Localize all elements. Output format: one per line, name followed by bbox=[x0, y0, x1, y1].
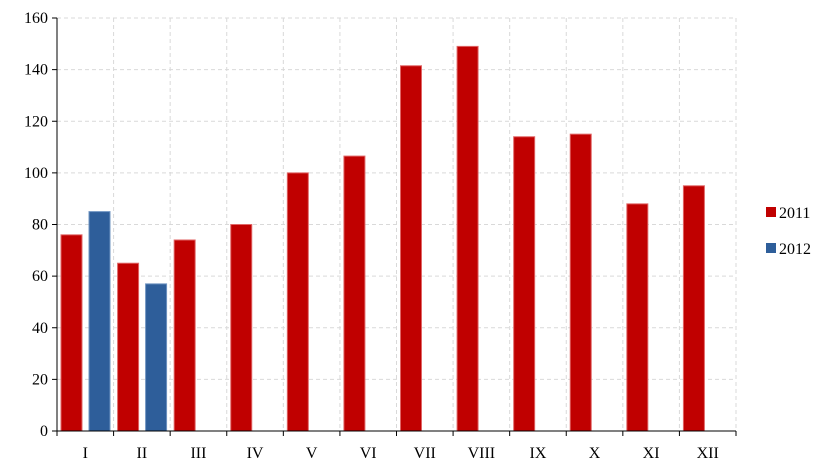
bar-2011-VI bbox=[343, 155, 366, 432]
x-tick-labels: I II III IV V VI VII VIII IX X XI XII bbox=[83, 445, 719, 462]
bar-2011-X bbox=[569, 133, 592, 432]
x-tick-label: X bbox=[589, 445, 601, 462]
bar-2011-XI bbox=[626, 203, 649, 432]
bar-2011-IX bbox=[513, 136, 536, 432]
grid-lines bbox=[57, 17, 737, 431]
legend: 2011 2012 bbox=[766, 205, 811, 258]
bar-2011-XII bbox=[682, 185, 705, 432]
bar-2011-II bbox=[117, 262, 140, 432]
y-tick-label: 120 bbox=[24, 113, 48, 130]
legend-swatch-2011 bbox=[766, 207, 776, 217]
y-tick-label: 140 bbox=[24, 62, 48, 79]
x-tick-label: IX bbox=[530, 445, 547, 462]
x-tick-label: VII bbox=[414, 445, 436, 462]
bar-2011-III bbox=[173, 239, 196, 432]
x-tick-label: IV bbox=[247, 445, 264, 462]
bar-2011-VIII bbox=[456, 45, 479, 432]
legend-label-2011: 2011 bbox=[779, 205, 810, 222]
y-tick-label: 160 bbox=[24, 10, 48, 27]
y-tick-label: 60 bbox=[32, 268, 48, 285]
bar-2011-I bbox=[60, 234, 83, 432]
y-tick-label: 80 bbox=[32, 217, 48, 234]
bar-2011-IV bbox=[230, 224, 253, 432]
x-tick-label: V bbox=[306, 445, 318, 462]
y-tick-label: 20 bbox=[32, 371, 48, 388]
x-tick-label: I bbox=[83, 445, 88, 462]
x-tick-label: II bbox=[137, 445, 148, 462]
bars bbox=[60, 45, 705, 432]
y-tick-label: 0 bbox=[40, 423, 48, 440]
bar-2012-II bbox=[145, 283, 168, 432]
bar-2012-I bbox=[88, 211, 111, 432]
bar-2011-VII bbox=[400, 65, 422, 432]
legend-label-2012: 2012 bbox=[779, 241, 811, 258]
x-tick-label: XII bbox=[697, 445, 719, 462]
x-tick-label: VIII bbox=[468, 445, 496, 462]
y-tick-labels: 0 20 40 60 80 100 120 140 160 bbox=[24, 10, 48, 440]
y-tick-label: 100 bbox=[24, 165, 48, 182]
x-tick-label: III bbox=[190, 445, 206, 462]
axes bbox=[52, 17, 737, 436]
y-tick-label: 40 bbox=[32, 320, 48, 337]
bar-2011-V bbox=[286, 172, 309, 432]
legend-swatch-2012 bbox=[766, 243, 776, 253]
x-tick-label: XI bbox=[643, 445, 660, 462]
x-tick-label: VI bbox=[360, 445, 377, 462]
